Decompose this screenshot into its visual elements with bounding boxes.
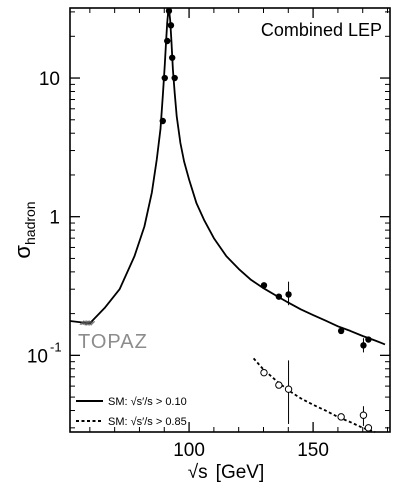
plot-frame <box>69 7 391 433</box>
svg-text:√s[GeV]: √s [GeV] <box>188 462 265 483</box>
data-point-open <box>359 411 368 419</box>
data-point-filled <box>164 37 171 45</box>
points <box>79 7 373 432</box>
x-tick-label: 100 <box>173 440 205 461</box>
chart-title: Combined LEP <box>261 20 382 40</box>
y-tick-label: 1 <box>49 208 60 229</box>
data-point-filled <box>159 117 166 125</box>
y-tick-label: 10 <box>39 69 60 90</box>
legend-label-solid: SM: √s′/s > 0.10 <box>108 396 187 408</box>
data-point-filled <box>285 291 292 298</box>
y-axis-label: σhadron <box>10 201 38 258</box>
legend-label-dashed: SM: √s′/s > 0.85 <box>108 416 187 428</box>
xlabel-unit: [GeV] <box>216 462 265 483</box>
annotation-topaz: TOPAZ <box>78 331 148 353</box>
svg-text:σhadron: σhadron <box>10 201 38 258</box>
data-point-filled <box>167 22 175 29</box>
curve-dashed <box>252 357 376 433</box>
curves <box>69 9 386 433</box>
x-tick-label: 150 <box>297 440 329 461</box>
data-point-open <box>275 381 283 389</box>
data-point-filled <box>260 282 268 289</box>
data-point-filled <box>165 7 173 15</box>
data-point-open <box>337 413 345 421</box>
x-axis-label: √s [GeV] <box>188 462 265 483</box>
data-point-filled <box>360 342 367 349</box>
y-tick-label: 10 <box>27 346 48 367</box>
data-point-filled <box>161 74 168 82</box>
data-point-open <box>260 368 268 377</box>
data-point-filled <box>171 74 178 82</box>
data-point-filled <box>169 54 176 61</box>
data-point-open <box>284 385 293 393</box>
xlabel-symbol: √s <box>188 462 208 483</box>
ylabel-sub: hadron <box>22 201 38 245</box>
data-point-filled <box>337 327 345 335</box>
data-point-open <box>364 424 373 432</box>
ylabel-main: σ <box>10 245 35 259</box>
data-point-filled <box>365 336 372 343</box>
data-point-hatched <box>84 321 96 326</box>
legend: SM: √s′/s > 0.10 SM: √s′/s > 0.85 <box>76 396 187 428</box>
y-tick-exponent: -1 <box>50 339 62 354</box>
data-point-filled <box>275 293 283 300</box>
curve-solid <box>69 9 386 346</box>
